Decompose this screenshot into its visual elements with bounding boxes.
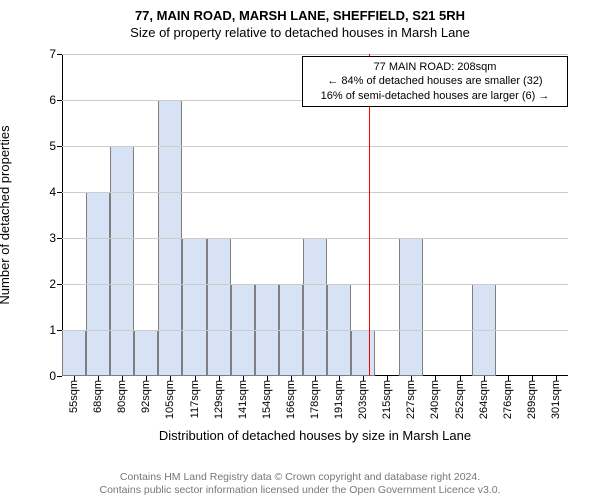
y-tick-label: 7 — [49, 47, 62, 61]
x-tick-label: 227sqm — [405, 380, 417, 419]
y-tick-label: 5 — [49, 139, 62, 153]
annotation-line: 77 MAIN ROAD: 208sqm — [309, 60, 561, 74]
x-tick-label: 240sqm — [429, 380, 441, 419]
x-tick-label: 68sqm — [92, 380, 104, 413]
x-tick-label: 203sqm — [357, 380, 369, 419]
x-tick-label: 301sqm — [550, 380, 562, 419]
x-tick-label: 191sqm — [333, 380, 345, 419]
x-tick-label: 154sqm — [261, 380, 273, 419]
annotation-box: 77 MAIN ROAD: 208sqm← 84% of detached ho… — [302, 56, 568, 107]
x-tick-label: 178sqm — [309, 380, 321, 419]
histogram-bar — [182, 238, 206, 376]
footer-line-2: Contains public sector information licen… — [0, 484, 600, 497]
x-tick-label: 252sqm — [454, 380, 466, 419]
annotation-line: ← 84% of detached houses are smaller (32… — [309, 74, 561, 88]
chart-title: 77, MAIN ROAD, MARSH LANE, SHEFFIELD, S2… — [0, 0, 600, 23]
y-gridline — [62, 54, 568, 55]
y-gridline — [62, 238, 568, 239]
chart-subtitle: Size of property relative to detached ho… — [0, 25, 600, 40]
x-tick-label: 117sqm — [189, 380, 201, 418]
x-tick-label: 55sqm — [68, 380, 80, 413]
plot-area: 55sqm68sqm80sqm92sqm105sqm117sqm129sqm14… — [62, 54, 568, 376]
histogram-bar — [207, 238, 231, 376]
y-tick-label: 4 — [49, 185, 62, 199]
y-tick-label: 0 — [49, 369, 62, 383]
histogram-bar — [62, 330, 86, 376]
x-tick-label: 215sqm — [381, 380, 393, 419]
x-tick-label: 166sqm — [285, 380, 297, 419]
x-tick-label: 141sqm — [237, 380, 249, 419]
x-tick-label: 80sqm — [116, 380, 128, 413]
y-gridline — [62, 330, 568, 331]
y-axis-title: Number of detached properties — [0, 125, 12, 304]
x-tick-label: 289sqm — [526, 380, 538, 419]
x-labels-layer: 55sqm 68sqm 80sqm 92sqm 105sqm 117sqm 129sqm 14… — [62, 376, 568, 436]
histogram-bar — [134, 330, 158, 376]
y-gridline — [62, 284, 568, 285]
y-tick-label: 1 — [49, 323, 62, 337]
chart-container: 77, MAIN ROAD, MARSH LANE, SHEFFIELD, S2… — [0, 0, 600, 500]
x-tick-label: 276sqm — [502, 380, 514, 419]
x-tick-label: 105sqm — [164, 380, 176, 419]
y-tick-label: 3 — [49, 231, 62, 245]
x-tick-label: 92sqm — [140, 380, 152, 413]
histogram-bar — [351, 330, 375, 376]
y-gridline — [62, 146, 568, 147]
x-axis-title: Distribution of detached houses by size … — [62, 428, 568, 443]
y-tick-label: 6 — [49, 93, 62, 107]
footer-attribution: Contains HM Land Registry data © Crown c… — [0, 471, 600, 497]
histogram-bar — [399, 238, 423, 376]
x-tick-label: 264sqm — [478, 380, 490, 419]
footer-line-1: Contains HM Land Registry data © Crown c… — [0, 471, 600, 484]
x-tick-label: 129sqm — [213, 380, 225, 419]
annotation-line: 16% of semi-detached houses are larger (… — [309, 89, 561, 103]
y-gridline — [62, 192, 568, 193]
histogram-bar — [110, 146, 134, 376]
histogram-bar — [303, 238, 327, 376]
y-tick-label: 2 — [49, 277, 62, 291]
